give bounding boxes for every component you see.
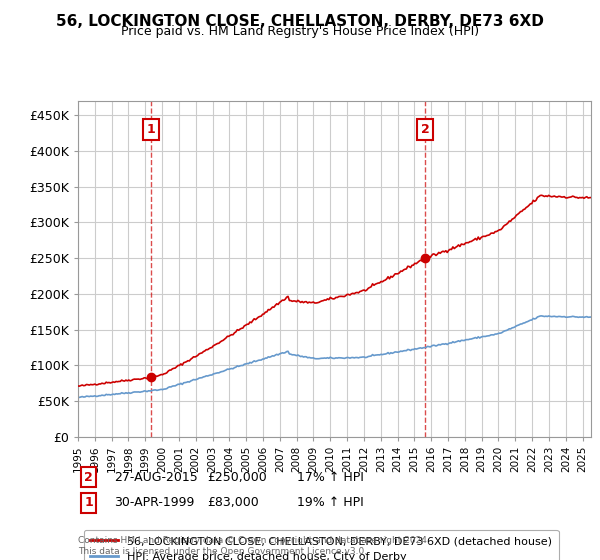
Text: 30-APR-1999: 30-APR-1999 bbox=[114, 496, 194, 510]
Text: 27-AUG-2015: 27-AUG-2015 bbox=[114, 470, 198, 484]
Text: Contains HM Land Registry data © Crown copyright and database right 2024.
This d: Contains HM Land Registry data © Crown c… bbox=[78, 536, 430, 556]
Text: 1: 1 bbox=[85, 496, 93, 510]
Text: £250,000: £250,000 bbox=[207, 470, 267, 484]
Text: 19% ↑ HPI: 19% ↑ HPI bbox=[297, 496, 364, 510]
Text: 1: 1 bbox=[146, 123, 155, 136]
Text: £83,000: £83,000 bbox=[207, 496, 259, 510]
Text: 2: 2 bbox=[85, 470, 93, 484]
Legend: 56, LOCKINGTON CLOSE, CHELLASTON, DERBY, DE73 6XD (detached house), HPI: Average: 56, LOCKINGTON CLOSE, CHELLASTON, DERBY,… bbox=[83, 530, 559, 560]
Text: Price paid vs. HM Land Registry's House Price Index (HPI): Price paid vs. HM Land Registry's House … bbox=[121, 25, 479, 38]
Text: 56, LOCKINGTON CLOSE, CHELLASTON, DERBY, DE73 6XD: 56, LOCKINGTON CLOSE, CHELLASTON, DERBY,… bbox=[56, 14, 544, 29]
Text: 17% ↑ HPI: 17% ↑ HPI bbox=[297, 470, 364, 484]
Text: 2: 2 bbox=[421, 123, 430, 136]
